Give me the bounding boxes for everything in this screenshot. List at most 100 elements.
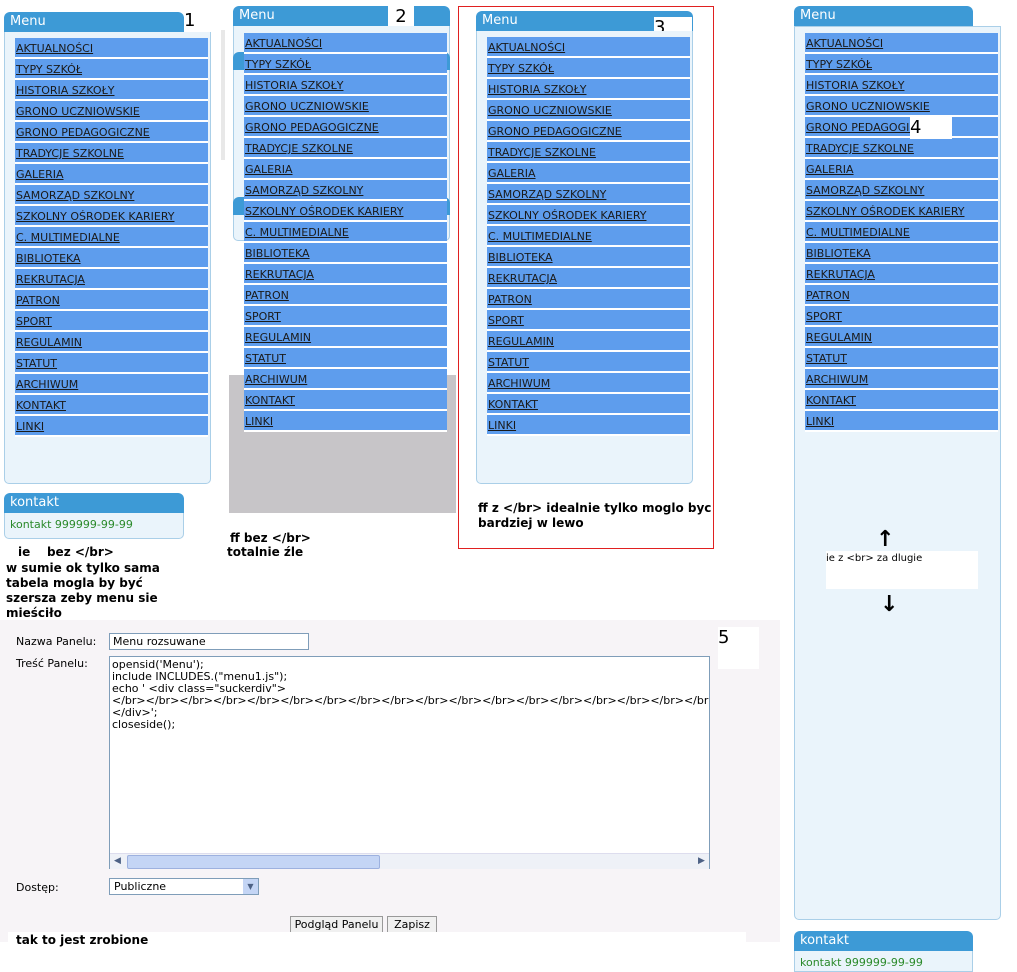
menu-item-link[interactable]: TYPY SZKÓŁ	[245, 58, 312, 71]
menu-item[interactable]: GRONO PEDAGOGICZNE	[805, 117, 998, 138]
menu-item[interactable]: C. MULTIMEDIALNE	[805, 222, 998, 243]
menu-item-link[interactable]: SZKOLNY OŚRODEK KARIERY	[245, 205, 404, 218]
menu-item-link[interactable]: BIBLIOTEKA	[806, 247, 871, 260]
menu-item-link[interactable]: SPORT	[488, 314, 524, 327]
menu-item-link[interactable]: AKTUALNOŚCI	[806, 37, 884, 50]
menu-item-link[interactable]: AKTUALNOŚCI	[488, 41, 566, 54]
menu-item[interactable]: SPORT	[15, 311, 208, 332]
horizontal-scrollbar[interactable]: ◀ ▶	[110, 853, 709, 869]
menu-item-link[interactable]: LINKI	[245, 415, 274, 428]
menu-item[interactable]: HISTORIA SZKOŁY	[805, 75, 998, 96]
menu-item-link[interactable]: STATUT	[245, 352, 287, 365]
menu-item-link[interactable]: AKTUALNOŚCI	[16, 42, 94, 55]
menu-item-link[interactable]: TRADYCJE SZKOLNE	[16, 147, 124, 160]
menu-item[interactable]: GALERIA	[15, 164, 208, 185]
menu-item[interactable]: KONTAKT	[244, 390, 447, 411]
menu-item[interactable]: PATRON	[244, 285, 447, 306]
menu-item-link[interactable]: HISTORIA SZKOŁY	[16, 84, 115, 97]
menu-item-link[interactable]: GRONO UCZNIOWSKIE	[245, 100, 369, 113]
menu-item[interactable]: SPORT	[487, 310, 690, 331]
menu-item[interactable]: ARCHIWUM	[244, 369, 447, 390]
menu-item[interactable]: GRONO UCZNIOWSKIE	[15, 101, 208, 122]
menu-item[interactable]: ARCHIWUM	[805, 369, 998, 390]
menu-item-link[interactable]: LINKI	[16, 420, 45, 433]
menu-item[interactable]: TRADYCJE SZKOLNE	[487, 142, 690, 163]
menu-item-link[interactable]: STATUT	[806, 352, 848, 365]
menu-item-link[interactable]: HISTORIA SZKOŁY	[806, 79, 905, 92]
menu-item-link[interactable]: REKRUTACJA	[245, 268, 314, 281]
menu-item[interactable]: C. MULTIMEDIALNE	[244, 222, 447, 243]
menu-item-link[interactable]: KONTAKT	[806, 394, 856, 407]
menu-item-link[interactable]: GRONO UCZNIOWSKIE	[16, 105, 140, 118]
menu-item[interactable]: HISTORIA SZKOŁY	[244, 75, 447, 96]
menu-item[interactable]: REKRUTACJA	[244, 264, 447, 285]
menu-item-link[interactable]: SAMORZĄD SZKOLNY	[16, 189, 135, 202]
menu-item[interactable]: SZKOLNY OŚRODEK KARIERY	[805, 201, 998, 222]
menu-item[interactable]: GRONO PEDAGOGICZNE	[487, 121, 690, 142]
menu-item[interactable]: STATUT	[487, 352, 690, 373]
menu-item-link[interactable]: C. MULTIMEDIALNE	[16, 231, 120, 244]
menu-item[interactable]: REGULAMIN	[805, 327, 998, 348]
menu-item[interactable]: SZKOLNY OŚRODEK KARIERY	[487, 205, 690, 226]
menu-item-link[interactable]: SPORT	[806, 310, 842, 323]
menu-item-link[interactable]: SAMORZĄD SZKOLNY	[806, 184, 925, 197]
menu-item-link[interactable]: GALERIA	[16, 168, 64, 181]
menu-item[interactable]: SAMORZĄD SZKOLNY	[244, 180, 447, 201]
menu-item[interactable]: AKTUALNOŚCI	[487, 37, 690, 58]
menu-item-link[interactable]: PATRON	[488, 293, 532, 306]
menu-item-link[interactable]: GRONO PEDAGOGICZNE	[16, 126, 150, 139]
menu-item-link[interactable]: KONTAKT	[245, 394, 295, 407]
menu-item[interactable]: TYPY SZKÓŁ	[487, 58, 690, 79]
menu-item[interactable]: STATUT	[15, 353, 208, 374]
menu-item-link[interactable]: SZKOLNY OŚRODEK KARIERY	[488, 209, 647, 222]
menu-item-link[interactable]: C. MULTIMEDIALNE	[806, 226, 910, 239]
menu-item[interactable]: AKTUALNOŚCI	[244, 33, 447, 54]
menu-item[interactable]: REGULAMIN	[15, 332, 208, 353]
menu-item[interactable]: STATUT	[244, 348, 447, 369]
menu-item[interactable]: HISTORIA SZKOŁY	[15, 80, 208, 101]
menu-item-link[interactable]: LINKI	[806, 415, 835, 428]
menu-item-link[interactable]: ARCHIWUM	[806, 373, 869, 386]
menu-item-link[interactable]: ARCHIWUM	[16, 378, 79, 391]
menu-item-link[interactable]: TRADYCJE SZKOLNE	[488, 146, 596, 159]
menu-item[interactable]: GRONO PEDAGOGICZNE	[244, 117, 447, 138]
menu-item-link[interactable]: TYPY SZKÓŁ	[16, 63, 83, 76]
scroll-left-arrow-icon[interactable]: ◀	[114, 856, 121, 866]
menu-item[interactable]: BIBLIOTEKA	[15, 248, 208, 269]
menu-item[interactable]: GRONO PEDAGOGICZNE	[15, 122, 208, 143]
menu-item[interactable]: ARCHIWUM	[487, 373, 690, 394]
menu-item[interactable]: SPORT	[805, 306, 998, 327]
menu-item-link[interactable]: REKRUTACJA	[488, 272, 557, 285]
menu-item-link[interactable]: KONTAKT	[488, 398, 538, 411]
menu-item[interactable]: PATRON	[15, 290, 208, 311]
menu-item[interactable]: GALERIA	[244, 159, 447, 180]
menu-item-link[interactable]: GRONO PEDAGOGICZNE	[488, 125, 622, 138]
menu-item[interactable]: TYPY SZKÓŁ	[244, 54, 447, 75]
menu-item-link[interactable]: TRADYCJE SZKOLNE	[245, 142, 353, 155]
menu-item-link[interactable]: SAMORZĄD SZKOLNY	[245, 184, 364, 197]
menu-item-link[interactable]: TYPY SZKÓŁ	[806, 58, 873, 71]
panel-content-textarea[interactable]: opensid('Menu'); include INCLUDES.("menu1…	[109, 656, 710, 869]
menu-item[interactable]: TRADYCJE SZKOLNE	[805, 138, 998, 159]
menu-item-link[interactable]: GRONO PEDAGOGICZNE	[806, 121, 940, 134]
menu-item[interactable]: GRONO UCZNIOWSKIE	[487, 100, 690, 121]
menu-item-link[interactable]: PATRON	[245, 289, 289, 302]
menu-item-link[interactable]: GALERIA	[245, 163, 293, 176]
menu-item[interactable]: C. MULTIMEDIALNE	[15, 227, 208, 248]
menu-item-link[interactable]: BIBLIOTEKA	[488, 251, 553, 264]
menu-item[interactable]: C. MULTIMEDIALNE	[487, 226, 690, 247]
access-select[interactable]: Publiczne ▼	[109, 878, 259, 895]
menu-item[interactable]: AKTUALNOŚCI	[15, 38, 208, 59]
menu-item-link[interactable]: AKTUALNOŚCI	[245, 37, 323, 50]
menu-item-link[interactable]: TYPY SZKÓŁ	[488, 62, 555, 75]
menu-item[interactable]: TRADYCJE SZKOLNE	[15, 143, 208, 164]
menu-item[interactable]: KONTAKT	[15, 395, 208, 416]
scroll-right-arrow-icon[interactable]: ▶	[698, 856, 705, 866]
menu-item-link[interactable]: REKRUTACJA	[16, 273, 85, 286]
menu-item[interactable]: SAMORZĄD SZKOLNY	[15, 185, 208, 206]
menu-item[interactable]: REKRUTACJA	[487, 268, 690, 289]
menu-item-link[interactable]: SZKOLNY OŚRODEK KARIERY	[16, 210, 175, 223]
menu-item[interactable]: LINKI	[15, 416, 208, 437]
menu-item[interactable]: AKTUALNOŚCI	[805, 33, 998, 54]
menu-item-link[interactable]: REGULAMIN	[16, 336, 83, 349]
